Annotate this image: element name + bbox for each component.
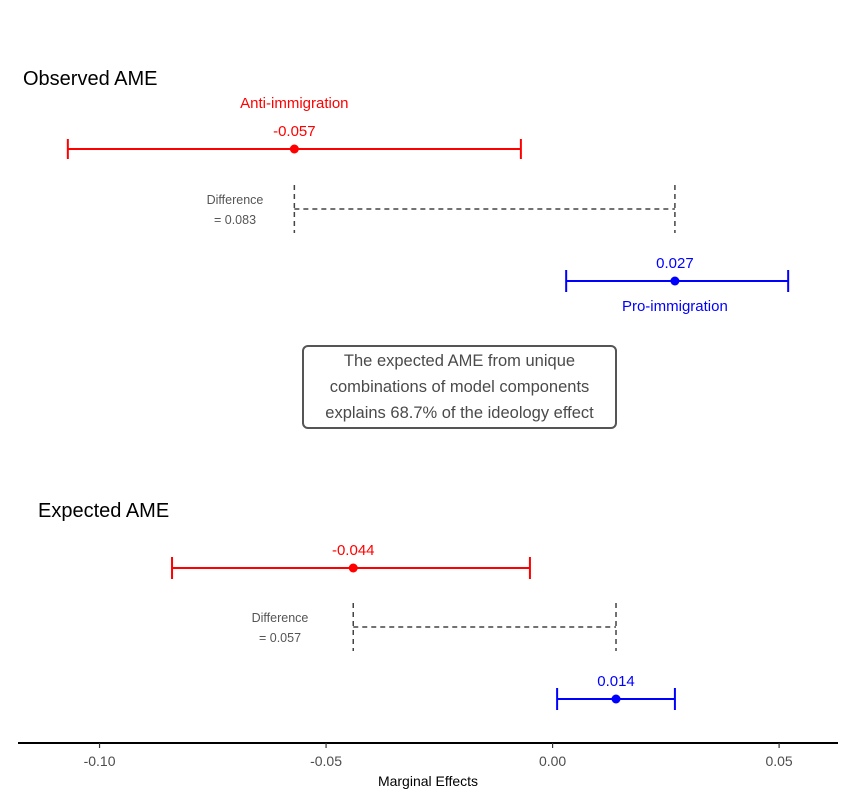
observed-panel-title: Observed AME <box>23 68 158 90</box>
x-tick-label-3: 0.05 <box>765 753 792 769</box>
x-tick-label-1: -0.05 <box>310 753 342 769</box>
x-tick-label-2: 0.00 <box>539 753 566 769</box>
observed-pro-point <box>670 276 680 286</box>
expected-anti-point <box>348 563 358 573</box>
annotation-line-2: combinations of model components <box>329 378 590 396</box>
expected-difference-label-line1: Difference <box>252 611 309 625</box>
expected-panel-title: Expected AME <box>38 500 169 522</box>
observed-difference-label-line1: Difference <box>207 193 264 207</box>
annotation-line-1: The expected AME from unique <box>343 352 576 370</box>
observed-pro-estimate-label: 0.027 <box>656 255 694 272</box>
x-tick-label-0: -0.10 <box>84 753 116 769</box>
observed-anti-group-label: Anti-immigration <box>240 95 348 112</box>
observed-anti-estimate-label: -0.057 <box>273 123 316 140</box>
observed-anti-point <box>289 144 299 154</box>
annotation-box: The expected AME from unique combination… <box>302 345 617 429</box>
observed-pro-group-label: Pro-immigration <box>622 298 728 315</box>
expected-pro-point <box>611 694 621 704</box>
expected-anti-estimate-label: -0.044 <box>332 542 375 559</box>
observed-difference-label-line2: = 0.083 <box>214 213 256 227</box>
expected-difference-label-line2: = 0.057 <box>259 631 301 645</box>
annotation-line-3: explains 68.7% of the ideology effect <box>325 404 594 422</box>
x-axis-title: Marginal Effects <box>378 773 478 789</box>
expected-pro-estimate-label: 0.014 <box>597 673 635 690</box>
